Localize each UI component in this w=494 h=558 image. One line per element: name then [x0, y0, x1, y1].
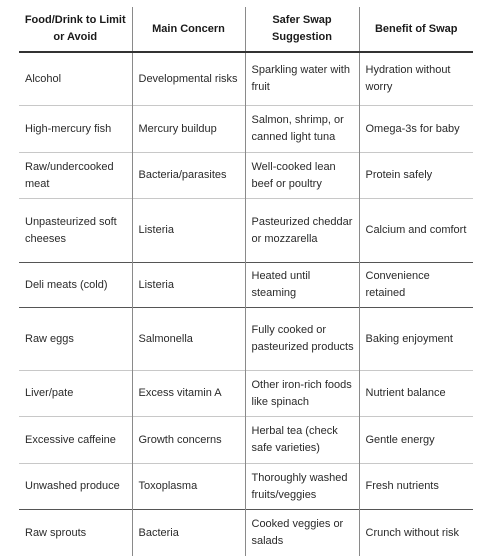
cell-swap: Heated until steaming: [244, 262, 359, 308]
cell-swap: Pasteurized cheddar or mozzarella: [244, 198, 359, 263]
cell-benefit: Gentle energy: [358, 416, 473, 464]
header-safer-swap: Safer Swap Suggestion: [244, 7, 359, 53]
cell-food: Raw sprouts: [19, 509, 132, 556]
cell-benefit: Fresh nutrients: [358, 463, 473, 510]
cell-concern: Developmental risks: [131, 52, 245, 106]
cell-benefit: Baking enjoyment: [358, 307, 473, 371]
cell-benefit: Protein safely: [358, 152, 473, 199]
cell-swap: Salmon, shrimp, or canned light tuna: [244, 105, 359, 153]
cell-swap: Well-cooked lean beef or poultry: [244, 152, 359, 199]
cell-food: Raw/undercooked meat: [19, 152, 132, 199]
cell-food: Unwashed produce: [19, 463, 132, 510]
cell-swap: Thoroughly washed fruits/veggies: [244, 463, 359, 510]
cell-benefit: Nutrient balance: [358, 370, 473, 417]
table-row: Liver/pate Excess vitamin A Other iron-r…: [19, 370, 473, 417]
cell-swap: Sparkling water with fruit: [244, 52, 359, 106]
cell-concern: Bacteria/parasites: [131, 152, 245, 199]
table-row: Deli meats (cold) Listeria Heated until …: [19, 262, 473, 308]
cell-concern: Excess vitamin A: [131, 370, 245, 417]
header-food-drink: Food/Drink to Limit or Avoid: [19, 7, 132, 53]
table-row: Raw eggs Salmonella Fully cooked or past…: [19, 307, 473, 371]
cell-food: Unpasteurized soft cheeses: [19, 198, 132, 263]
cell-food: Excessive caffeine: [19, 416, 132, 464]
table-row: Alcohol Developmental risks Sparkling wa…: [19, 52, 473, 106]
food-swap-table: Food/Drink to Limit or Avoid Main Concer…: [19, 7, 473, 556]
table-row: Unwashed produce Toxoplasma Thoroughly w…: [19, 463, 473, 510]
cell-benefit: Hydration without worry: [358, 52, 473, 106]
cell-food: High-mercury fish: [19, 105, 132, 153]
cell-concern: Toxoplasma: [131, 463, 245, 510]
cell-concern: Salmonella: [131, 307, 245, 371]
table-row: Raw/undercooked meat Bacteria/parasites …: [19, 152, 473, 199]
cell-food: Deli meats (cold): [19, 262, 132, 308]
table-row: High-mercury fish Mercury buildup Salmon…: [19, 105, 473, 153]
cell-benefit: Convenience retained: [358, 262, 473, 308]
cell-benefit: Crunch without risk: [358, 509, 473, 556]
cell-benefit: Calcium and comfort: [358, 198, 473, 263]
cell-food: Alcohol: [25, 72, 62, 85]
cell-swap: Fully cooked or pasteurized products: [244, 307, 359, 371]
cell-swap: Other iron-rich foods like spinach: [244, 370, 359, 417]
table-row: Excessive caffeine Growth concerns Herba…: [19, 416, 473, 464]
cell-food: Liver/pate: [19, 370, 132, 417]
cell-food: Raw eggs: [19, 307, 132, 371]
cell-concern: Bacteria: [131, 509, 245, 556]
cell-concern: Growth concerns: [131, 416, 245, 464]
header-main-concern: Main Concern: [131, 7, 245, 53]
cell-concern: Mercury buildup: [131, 105, 245, 153]
cell-benefit: Omega-3s for baby: [358, 105, 473, 153]
table-header-row: Food/Drink to Limit or Avoid Main Concer…: [19, 7, 473, 53]
table-row: Unpasteurized soft cheeses Listeria Past…: [19, 198, 473, 263]
header-benefit: Benefit of Swap: [358, 7, 473, 53]
table-row: Raw sprouts Bacteria Cooked veggies or s…: [19, 509, 473, 556]
cell-swap: Cooked veggies or salads: [244, 509, 359, 556]
cell-swap: Herbal tea (check safe varieties): [244, 416, 359, 464]
cell-concern: Listeria: [131, 198, 245, 263]
cell-concern: Listeria: [131, 262, 245, 308]
